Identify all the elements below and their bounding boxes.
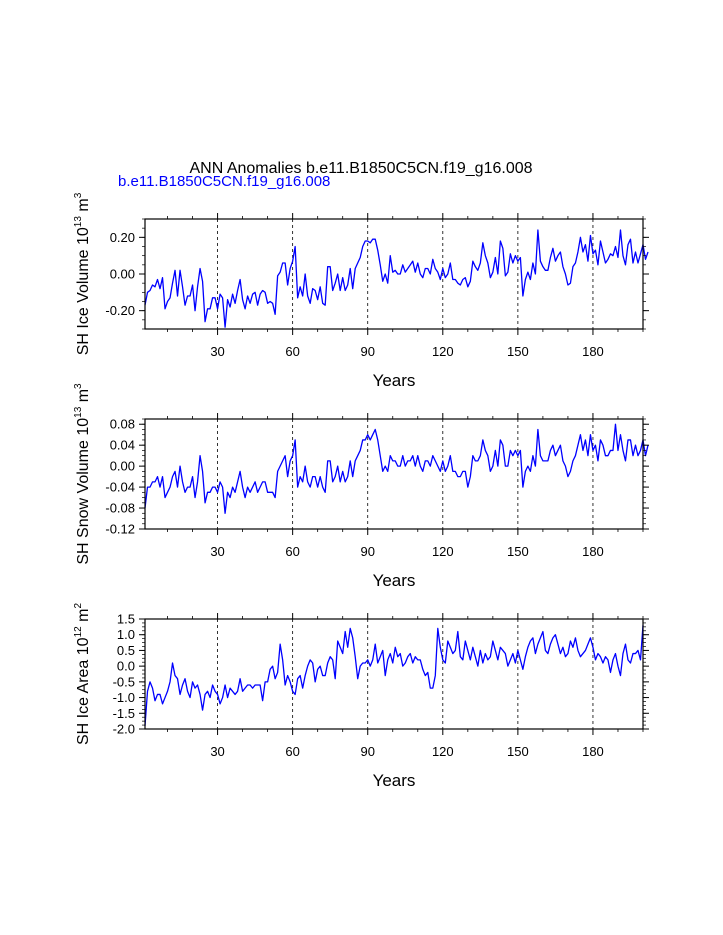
x-tick-label-30: 30 bbox=[210, 544, 224, 559]
y-axis-label-unit-exp: 3 bbox=[73, 383, 84, 389]
x-tick-label-150: 150 bbox=[507, 344, 529, 359]
panel-ice-area: 30 60 90 120 150 180 1.51.00.50.0-0.5-1.0-1.5-… bbox=[73, 603, 649, 790]
x-tick-label-150: 150 bbox=[507, 744, 529, 759]
y-tick-label: -0.12 bbox=[105, 522, 135, 537]
x-axis-label: Years bbox=[373, 771, 416, 790]
panel-ice-volume: 30 60 90 120 150 180 0.20 0.00 -0.20 Years SH Ice … bbox=[73, 192, 649, 390]
x-tick-label-180: 180 bbox=[582, 544, 604, 559]
x-tick-label-30: 30 bbox=[210, 344, 224, 359]
y-tick-label: 0.20 bbox=[110, 230, 135, 245]
x-tick-label-180: 180 bbox=[582, 344, 604, 359]
y-axis-label: SH Ice Volume 1013 m3 bbox=[73, 192, 92, 355]
x-tick-label-180: 180 bbox=[582, 744, 604, 759]
y-tick-label: 0.00 bbox=[110, 267, 135, 282]
y-axis-label: SH Snow Volume 1013 m3 bbox=[73, 383, 92, 565]
series-line-snow-volume bbox=[144, 423, 649, 514]
plot-frame bbox=[144, 618, 644, 730]
y-tick-label: -0.04 bbox=[105, 480, 135, 495]
y-tick-label: -0.08 bbox=[105, 501, 135, 516]
y-tick-label: 0.00 bbox=[110, 459, 135, 474]
y-tick-label: -0.20 bbox=[105, 303, 135, 318]
y-tick-label: 0.5 bbox=[117, 643, 135, 658]
y-tick-label: 1.0 bbox=[117, 627, 135, 642]
x-tick-label-150: 150 bbox=[507, 544, 529, 559]
x-tick-label-90: 90 bbox=[360, 544, 374, 559]
y-axis-label-unit: m bbox=[75, 389, 92, 407]
y-axis-label-unit-exp: 2 bbox=[73, 603, 84, 609]
y-tick-label: 0.04 bbox=[110, 438, 135, 453]
x-tick-label-120: 120 bbox=[432, 544, 454, 559]
y-axis-label-unit-exp: 3 bbox=[73, 192, 84, 198]
x-tick-label-60: 60 bbox=[285, 344, 299, 359]
x-tick-label-60: 60 bbox=[285, 744, 299, 759]
series-line-ice-area bbox=[144, 625, 644, 726]
y-axis-label-main: SH Snow Volume 10 bbox=[75, 418, 92, 565]
x-tick-label-30: 30 bbox=[210, 744, 224, 759]
x-axis-label: Years bbox=[373, 571, 416, 590]
y-tick-label: -2.0 bbox=[113, 722, 135, 737]
plot-frame bbox=[144, 418, 644, 530]
x-tick-label-60: 60 bbox=[285, 544, 299, 559]
x-tick-label-120: 120 bbox=[432, 744, 454, 759]
y-tick-label: 0.0 bbox=[117, 659, 135, 674]
panels: 30 60 90 120 150 180 0.20 0.00 -0.20 Years SH Ice … bbox=[73, 192, 649, 790]
y-axis-label-unit: m bbox=[75, 609, 92, 627]
plot-frame bbox=[144, 218, 644, 330]
y-axis-label: SH Ice Area 1012 m2 bbox=[73, 603, 92, 746]
y-axis-label-exp: 13 bbox=[73, 406, 84, 418]
x-axis-label: Years bbox=[373, 371, 416, 390]
y-tick-label: 0.08 bbox=[110, 417, 135, 432]
y-axis-label-exp: 12 bbox=[73, 626, 84, 638]
y-axis-label-main: SH Ice Area 10 bbox=[75, 637, 92, 745]
legend-label: b.e11.B1850C5CN.f19_g16.008 bbox=[118, 173, 330, 190]
figure-title: ANN Anomalies b.e11.B1850C5CN.f19_g16.00… bbox=[189, 160, 532, 177]
y-axis-label-exp: 13 bbox=[73, 216, 84, 228]
y-tick-label: -0.5 bbox=[113, 674, 135, 689]
x-tick-label-90: 90 bbox=[360, 344, 374, 359]
x-tick-label-120: 120 bbox=[432, 344, 454, 359]
x-tick-label-90: 90 bbox=[360, 744, 374, 759]
y-axis-label-unit: m bbox=[75, 198, 92, 216]
y-tick-label: 1.5 bbox=[117, 612, 135, 627]
y-tick-label: -1.5 bbox=[113, 706, 135, 721]
series-line-ice-volume bbox=[144, 229, 649, 328]
panel-snow-volume: 30 60 90 120 150 180 0.08 0.04 0.00 -0.04 -0.08 -0.… bbox=[73, 383, 649, 590]
y-axis-label-main: SH Ice Volume 10 bbox=[75, 227, 92, 355]
y-tick-label: -1.0 bbox=[113, 690, 135, 705]
